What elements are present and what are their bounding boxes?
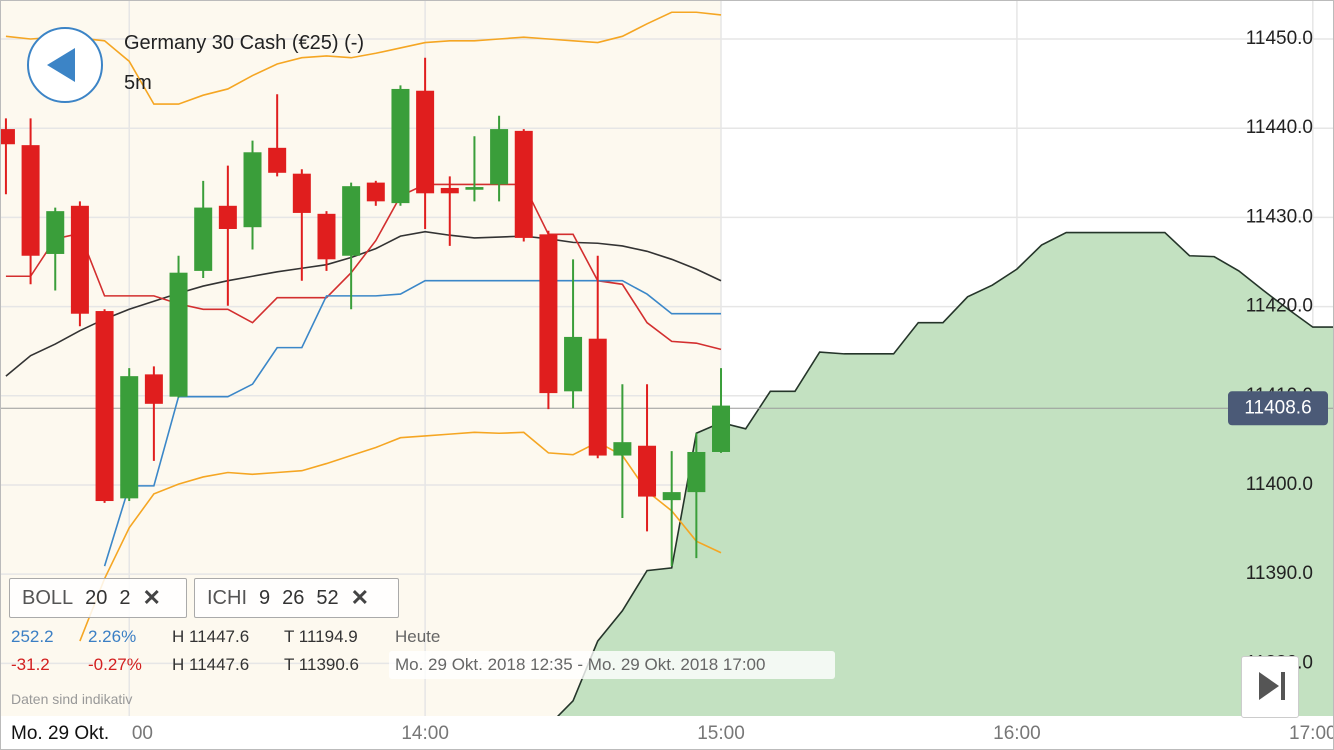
x-tick-label: 15:00 bbox=[697, 723, 745, 744]
period: Heute bbox=[395, 627, 441, 646]
remove-icon[interactable]: ✕ bbox=[350, 585, 370, 610]
last-price-tag bbox=[1228, 391, 1328, 426]
change-pct: -0.27% bbox=[88, 655, 142, 674]
high: H 11447.6 bbox=[172, 655, 250, 674]
low: T 11390.6 bbox=[284, 655, 359, 674]
candle-body bbox=[465, 187, 484, 190]
y-tick-label: 11450.0 bbox=[1246, 28, 1313, 49]
indicator-line bbox=[5, 230, 722, 377]
y-tick-label: 11400.0 bbox=[1246, 474, 1313, 495]
candle-body bbox=[391, 88, 410, 204]
indicator-chip[interactable]: ICHI 9 26 52 ✕ bbox=[194, 578, 399, 618]
change-pct: 2.26% bbox=[88, 627, 137, 646]
candle-body bbox=[514, 130, 533, 238]
candle-body bbox=[169, 272, 188, 397]
candle-body bbox=[539, 234, 558, 394]
candle-body bbox=[712, 405, 731, 452]
skip-icon bbox=[1259, 672, 1285, 700]
interval: 5m bbox=[124, 72, 152, 94]
candle-body bbox=[317, 213, 336, 260]
back-icon bbox=[47, 48, 75, 82]
candle-body bbox=[70, 205, 89, 314]
cloud-edge bbox=[556, 231, 1333, 716]
candle-body bbox=[21, 145, 40, 256]
candle-body bbox=[662, 492, 681, 501]
x-tick-label: 14:00 bbox=[401, 723, 449, 744]
candle-body bbox=[120, 376, 139, 499]
disclaimer: Daten sind indikativ bbox=[11, 691, 133, 707]
remove-icon[interactable]: ✕ bbox=[142, 585, 161, 610]
change: -31.2 bbox=[11, 655, 50, 674]
high: H 11447.6 bbox=[172, 627, 250, 646]
candle-body bbox=[342, 186, 361, 256]
cloud bbox=[548, 231, 1333, 716]
candle-body bbox=[638, 445, 657, 497]
candle-body bbox=[292, 173, 311, 213]
instrument-title: Germany 30 Cash (€25) (-) bbox=[124, 32, 365, 54]
candle-body bbox=[46, 211, 65, 254]
date-label-background bbox=[1, 716, 131, 749]
axes: 11450.011440.011430.011420.011410.011400… bbox=[1, 28, 1334, 749]
y-tick-label: 11420.0 bbox=[1246, 296, 1313, 317]
indicator-param: 26 bbox=[282, 586, 305, 609]
candle-body bbox=[416, 90, 435, 194]
cloud-area bbox=[548, 232, 1333, 716]
indicator-name: BOLL bbox=[22, 586, 74, 609]
candle-body bbox=[613, 442, 632, 456]
indicator-chip[interactable]: BOLL 20 2 ✕ bbox=[9, 578, 187, 618]
indicator-param: 20 bbox=[85, 586, 108, 609]
stats-row: -31.2 -0.27% H 11447.6 T 11390.6 Mo. 29 … bbox=[11, 655, 765, 675]
indicator-line bbox=[5, 11, 722, 105]
candles bbox=[1, 57, 731, 567]
y-tick-label: 11390.0 bbox=[1246, 563, 1313, 584]
candle-body bbox=[366, 182, 385, 202]
candle-body bbox=[490, 129, 509, 185]
indicator-param: 9 bbox=[259, 586, 271, 609]
x-axis-strip bbox=[1, 716, 1333, 749]
period: Mo. 29 Okt. 2018 12:35 - Mo. 29 Okt. 201… bbox=[395, 655, 766, 674]
candle-body bbox=[564, 336, 583, 392]
y-tick-label: 11440.0 bbox=[1246, 117, 1313, 138]
back-button[interactable] bbox=[27, 27, 103, 103]
indicator-param: 2 bbox=[119, 586, 131, 609]
indicator-line bbox=[103, 279, 722, 567]
jump-to-latest-button[interactable] bbox=[1241, 656, 1299, 718]
indicator-name: ICHI bbox=[207, 586, 247, 609]
change: 252.2 bbox=[11, 627, 54, 646]
y-tick-label: 11430.0 bbox=[1246, 206, 1313, 227]
candle-body bbox=[144, 374, 163, 404]
candle-body bbox=[95, 311, 114, 502]
x-tick-label: 16:00 bbox=[993, 723, 1041, 744]
candle-body bbox=[440, 187, 459, 194]
candle-body bbox=[588, 338, 607, 456]
x-tick-label: 17:00 bbox=[1289, 723, 1334, 744]
candle-body bbox=[687, 451, 706, 493]
stats-row: 252.2 2.26% H 11447.6 T 11194.9 Heute bbox=[11, 627, 440, 647]
indicator-param: 52 bbox=[316, 586, 339, 609]
low: T 11194.9 bbox=[284, 627, 358, 646]
candle-body bbox=[243, 152, 262, 228]
period-highlight bbox=[389, 651, 835, 679]
candle-body bbox=[268, 147, 287, 173]
last-price-label: 11408.6 bbox=[1244, 397, 1311, 418]
candle-body bbox=[194, 207, 213, 271]
candle-body bbox=[1, 129, 15, 145]
date-label: Mo. 29 Okt. bbox=[11, 723, 109, 744]
candle-body bbox=[218, 205, 237, 229]
